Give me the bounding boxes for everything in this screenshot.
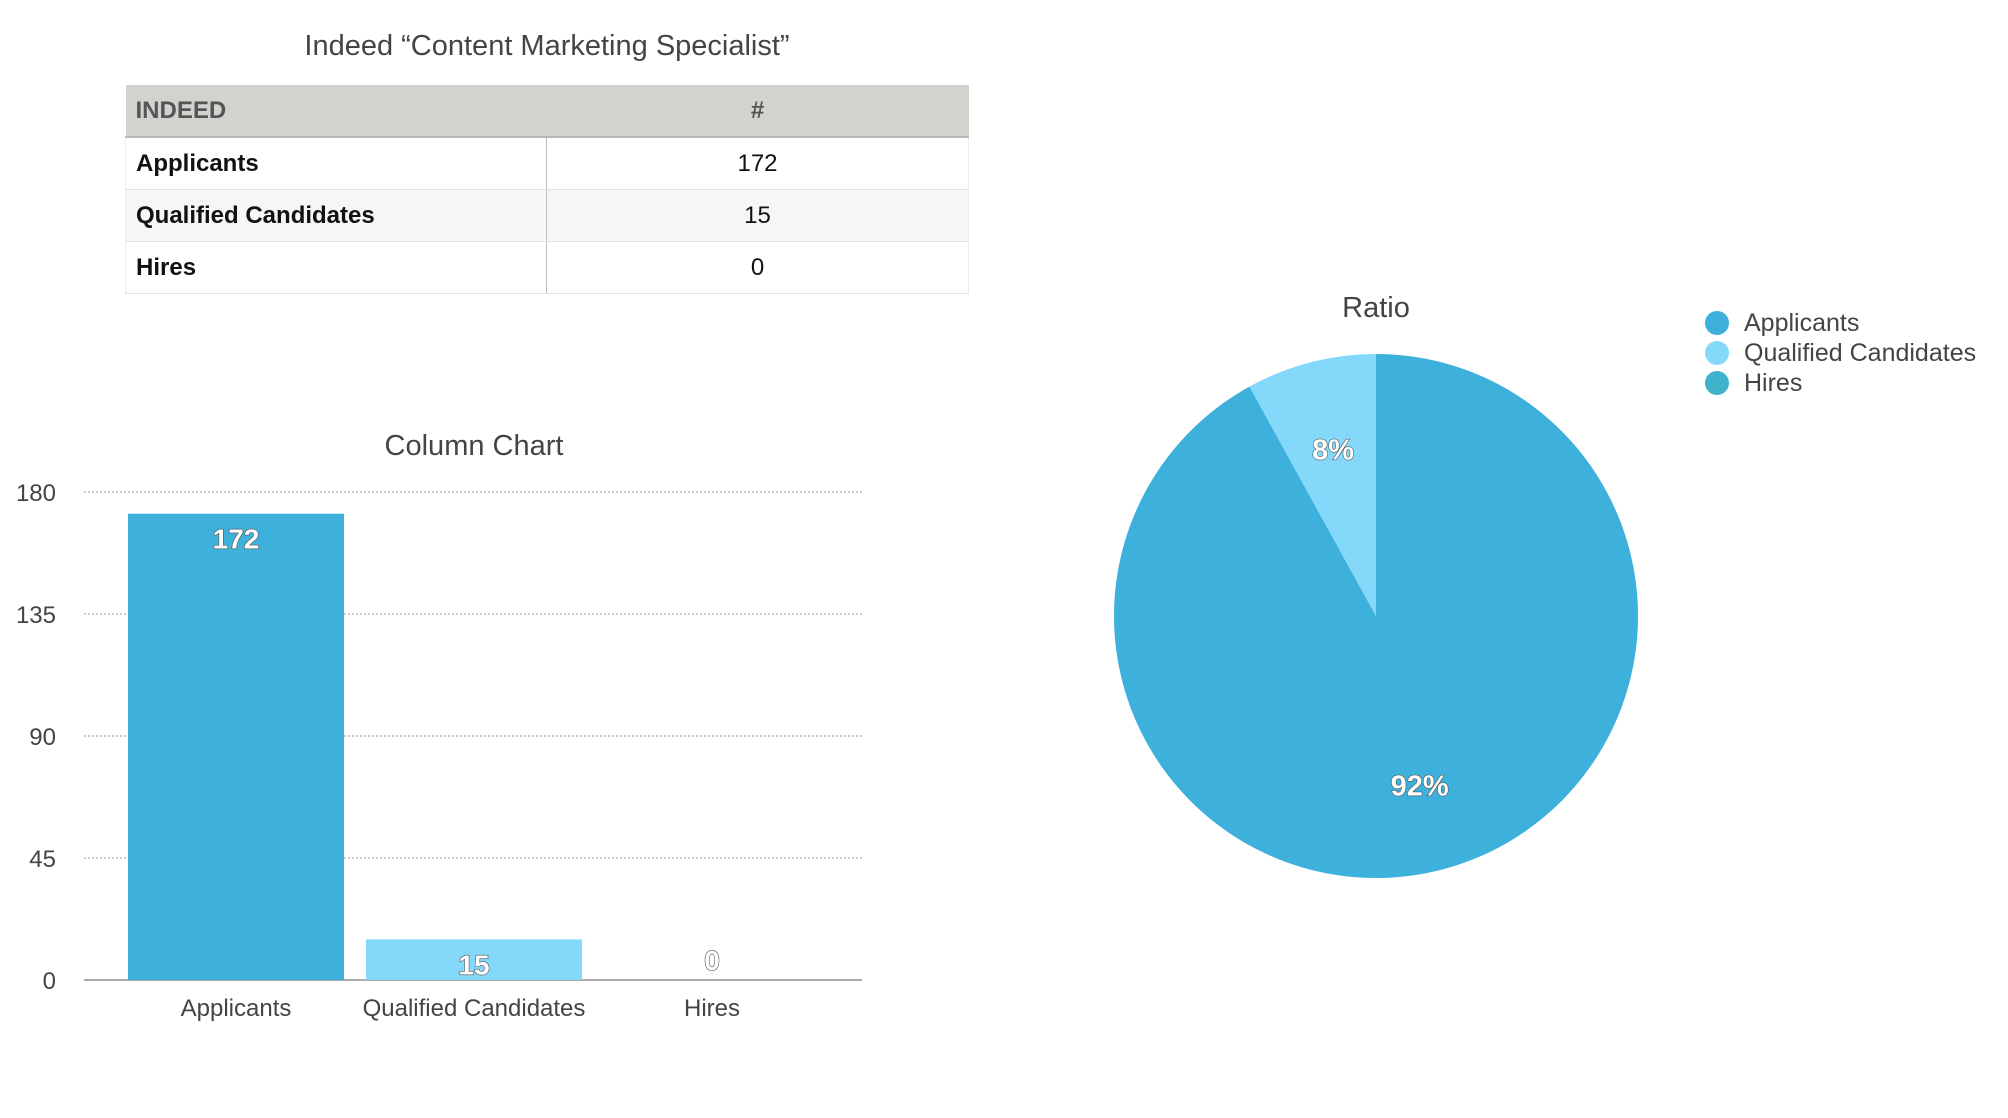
y-tick-label: 90 — [29, 724, 56, 751]
data-table: INDEED # Applicants 172 Qualified Candid… — [125, 85, 969, 294]
y-tick-label: 45 — [29, 846, 56, 873]
table-title: Indeed “Content Marketing Specialist” — [304, 30, 790, 62]
table-row: Applicants 172 — [125, 137, 969, 190]
column-chart-title: Column Chart — [385, 430, 564, 462]
y-tick-label: 135 — [16, 602, 56, 629]
header-indeed: INDEED — [125, 85, 547, 138]
legend-swatch — [1705, 311, 1729, 335]
table-row: Hires 0 — [125, 241, 969, 294]
pie-data-label: 92% — [1391, 770, 1449, 802]
legend-swatch — [1705, 341, 1729, 365]
pie-slice — [1249, 354, 1376, 616]
legend-item-qualified: Qualified Candidates — [1705, 338, 1976, 368]
table-row: Qualified Candidates 15 — [125, 189, 969, 242]
pie-chart: Ratio 92% 8% — [1114, 292, 1638, 878]
pie-slices — [1114, 354, 1638, 878]
legend-swatch — [1705, 371, 1729, 395]
header-count: # — [546, 85, 969, 138]
table-header-row: INDEED # — [125, 85, 969, 138]
x-tick-label: Applicants — [181, 995, 292, 1022]
y-tick-label: 180 — [16, 480, 56, 507]
column-chart: Column Chart 0 45 90 135 180 172 15 0 Applican… — [16, 430, 862, 1022]
y-tick-label: 0 — [43, 968, 56, 995]
bar — [366, 939, 582, 980]
pie-legend: Applicants Qualified Candidates Hires — [1705, 308, 1976, 398]
bar-data-label: 172 — [213, 524, 260, 555]
legend-item-applicants: Applicants — [1705, 308, 1976, 338]
pie-data-label: 8% — [1312, 434, 1354, 466]
legend-label: Hires — [1744, 368, 1803, 397]
bar — [128, 513, 344, 980]
column-chart-x-axis: Applicants Qualified Candidates Hires — [181, 995, 740, 1022]
x-tick-label: Qualified Candidates — [363, 995, 586, 1022]
row-value: 15 — [546, 189, 969, 242]
row-label: Applicants — [125, 137, 547, 190]
column-chart-bars: 172 15 0 — [128, 513, 720, 981]
legend-label: Qualified Candidates — [1744, 338, 1977, 367]
legend-label: Applicants — [1744, 308, 1860, 337]
row-value: 0 — [546, 241, 969, 294]
bar-data-label: 0 — [704, 945, 720, 976]
row-label: Hires — [125, 241, 547, 294]
pie-labels: 92% 8% — [1312, 434, 1450, 803]
column-chart-y-axis: 0 45 90 135 180 — [16, 480, 56, 995]
pie-chart-title: Ratio — [1342, 292, 1410, 324]
row-label: Qualified Candidates — [125, 189, 547, 242]
bar-data-label: 15 — [458, 949, 489, 980]
x-tick-label: Hires — [684, 995, 740, 1022]
row-value: 172 — [546, 137, 969, 190]
legend-item-hires: Hires — [1705, 368, 1976, 398]
